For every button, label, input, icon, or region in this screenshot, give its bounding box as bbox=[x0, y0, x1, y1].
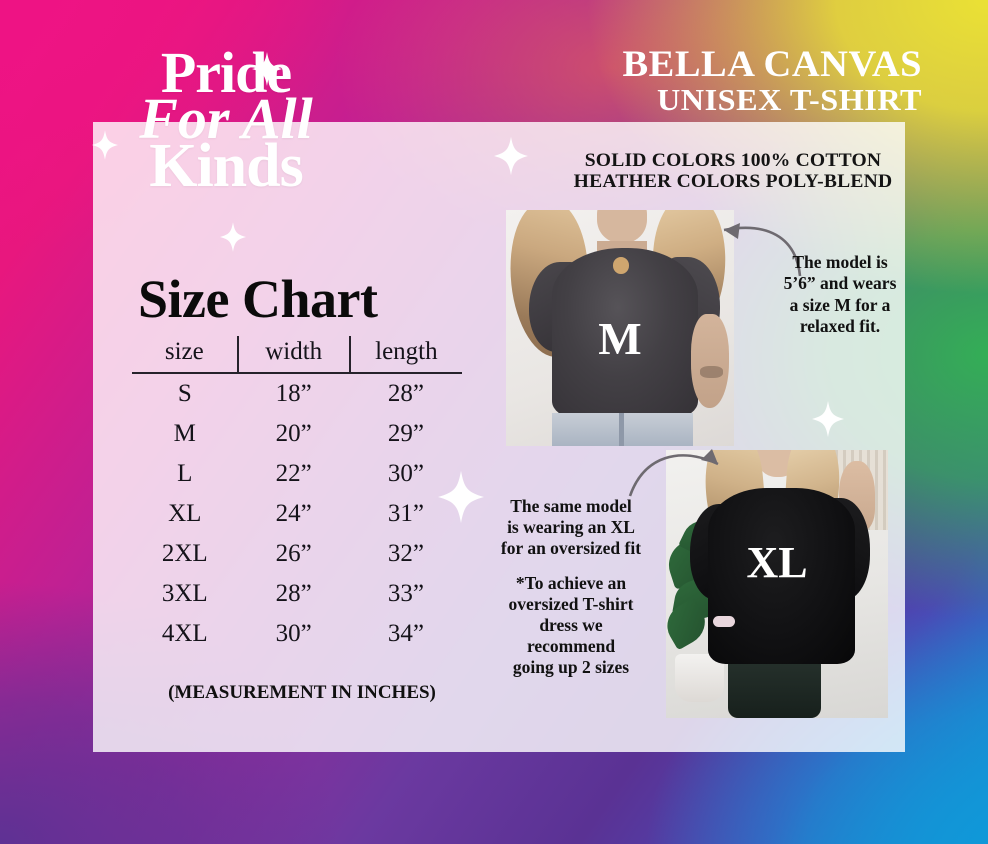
fabric-line-1: SOLID COLORS 100% COTTON bbox=[584, 150, 882, 171]
page-title: Size Chart bbox=[138, 269, 378, 329]
model-arm-right bbox=[690, 313, 730, 409]
table-row: S 18” 28” bbox=[132, 373, 462, 414]
cell-width: 20” bbox=[275, 420, 312, 447]
shirt-size-label: XL bbox=[746, 538, 808, 588]
cell-length: 34” bbox=[387, 620, 424, 647]
cell-width: 24” bbox=[275, 500, 312, 527]
note-line: The same model bbox=[510, 496, 632, 516]
model-photo-medium: M bbox=[506, 210, 734, 446]
cell-width: 26” bbox=[275, 540, 312, 567]
model-shorts bbox=[728, 659, 822, 718]
brand-logo: Pride For All Kinds bbox=[96, 44, 356, 238]
fabric-line-2: HEATHER COLORS POLY-BLEND bbox=[573, 171, 893, 193]
cell-length: 33” bbox=[387, 580, 424, 607]
note-line: 5’6” and wears bbox=[783, 273, 897, 294]
model-bracelet bbox=[712, 616, 735, 627]
note-line: The model is bbox=[792, 252, 888, 272]
cell-size: S bbox=[177, 380, 192, 407]
tshirt-body bbox=[551, 247, 698, 418]
cell-size: 2XL bbox=[161, 540, 208, 567]
table-row: M 20” 29” bbox=[132, 414, 462, 454]
note-line: a size M for a bbox=[789, 294, 891, 315]
table-row: 4XL 30” 34” bbox=[132, 614, 462, 654]
cell-size: L bbox=[177, 460, 193, 487]
cell-size: 3XL bbox=[161, 580, 208, 607]
measurement-footnote: (MEASUREMENT IN INCHES) bbox=[168, 682, 436, 703]
cell-width: 28” bbox=[275, 580, 312, 607]
size-chart-table: size width length S 18” 28” M 20” 29” L … bbox=[132, 336, 462, 654]
column-header-size: size bbox=[164, 338, 204, 365]
table-row: XL 24” 31” bbox=[132, 494, 462, 534]
cell-length: 31” bbox=[387, 500, 424, 527]
curved-arrow-left-icon bbox=[723, 223, 802, 277]
model-note-medium: The model is 5’6” and wears a size M for… bbox=[752, 252, 928, 337]
necklace-pendant bbox=[613, 257, 630, 274]
tshirt-body bbox=[708, 487, 855, 665]
cell-length: 29” bbox=[387, 420, 424, 447]
brand-name: BELLA CANVAS bbox=[622, 44, 922, 85]
note-line: is wearing an XL bbox=[507, 517, 635, 537]
cell-size: M bbox=[173, 420, 196, 447]
table-row: 2XL 26” 32” bbox=[132, 534, 462, 574]
column-header-width: width bbox=[236, 336, 350, 373]
table-row: L 22” 30” bbox=[132, 454, 462, 494]
cell-length: 32” bbox=[387, 540, 424, 567]
note-line: *To achieve an bbox=[515, 573, 627, 593]
cell-length: 30” bbox=[387, 460, 424, 487]
model-photo-xlarge: XL bbox=[666, 450, 888, 718]
logo-line-2: For All bbox=[139, 85, 313, 151]
note-line: recommend bbox=[526, 636, 616, 656]
cell-width: 18” bbox=[275, 380, 312, 407]
note-line: for an oversized fit bbox=[500, 538, 642, 558]
fabric-composition: SOLID COLORS 100% COTTON HEATHER COLORS … bbox=[548, 150, 918, 193]
note-line: going up 2 sizes bbox=[512, 657, 630, 677]
model-note-xlarge: The same model is wearing an XL for an o… bbox=[476, 496, 666, 678]
note-paragraph-1: The same model is wearing an XL for an o… bbox=[476, 496, 666, 559]
cell-width: 30” bbox=[275, 620, 312, 647]
shirt-size-label: M bbox=[598, 313, 642, 365]
cell-size: 4XL bbox=[161, 620, 208, 647]
model-tattoo bbox=[699, 365, 723, 378]
logo-line-3: Kinds bbox=[149, 131, 304, 200]
note-line: relaxed fit. bbox=[799, 316, 881, 337]
note-line: dress we bbox=[539, 615, 603, 635]
product-name: UNISEX T-SHIRT bbox=[656, 82, 922, 117]
column-header-length: length bbox=[348, 336, 462, 373]
note-paragraph-2: *To achieve an oversized T-shirt dress w… bbox=[476, 573, 666, 678]
note-line: oversized T-shirt bbox=[508, 594, 634, 614]
table-row: 3XL 28” 33” bbox=[132, 574, 462, 614]
cell-width: 22” bbox=[275, 460, 312, 487]
curved-arrow-right-icon bbox=[628, 449, 719, 497]
table-header-row: size width length bbox=[132, 336, 462, 373]
brand-heading: BELLA CANVAS UNISEX T-SHIRT bbox=[622, 46, 922, 115]
model-jeans bbox=[551, 412, 693, 446]
cell-length: 28” bbox=[387, 380, 424, 407]
cell-size: XL bbox=[168, 500, 202, 527]
